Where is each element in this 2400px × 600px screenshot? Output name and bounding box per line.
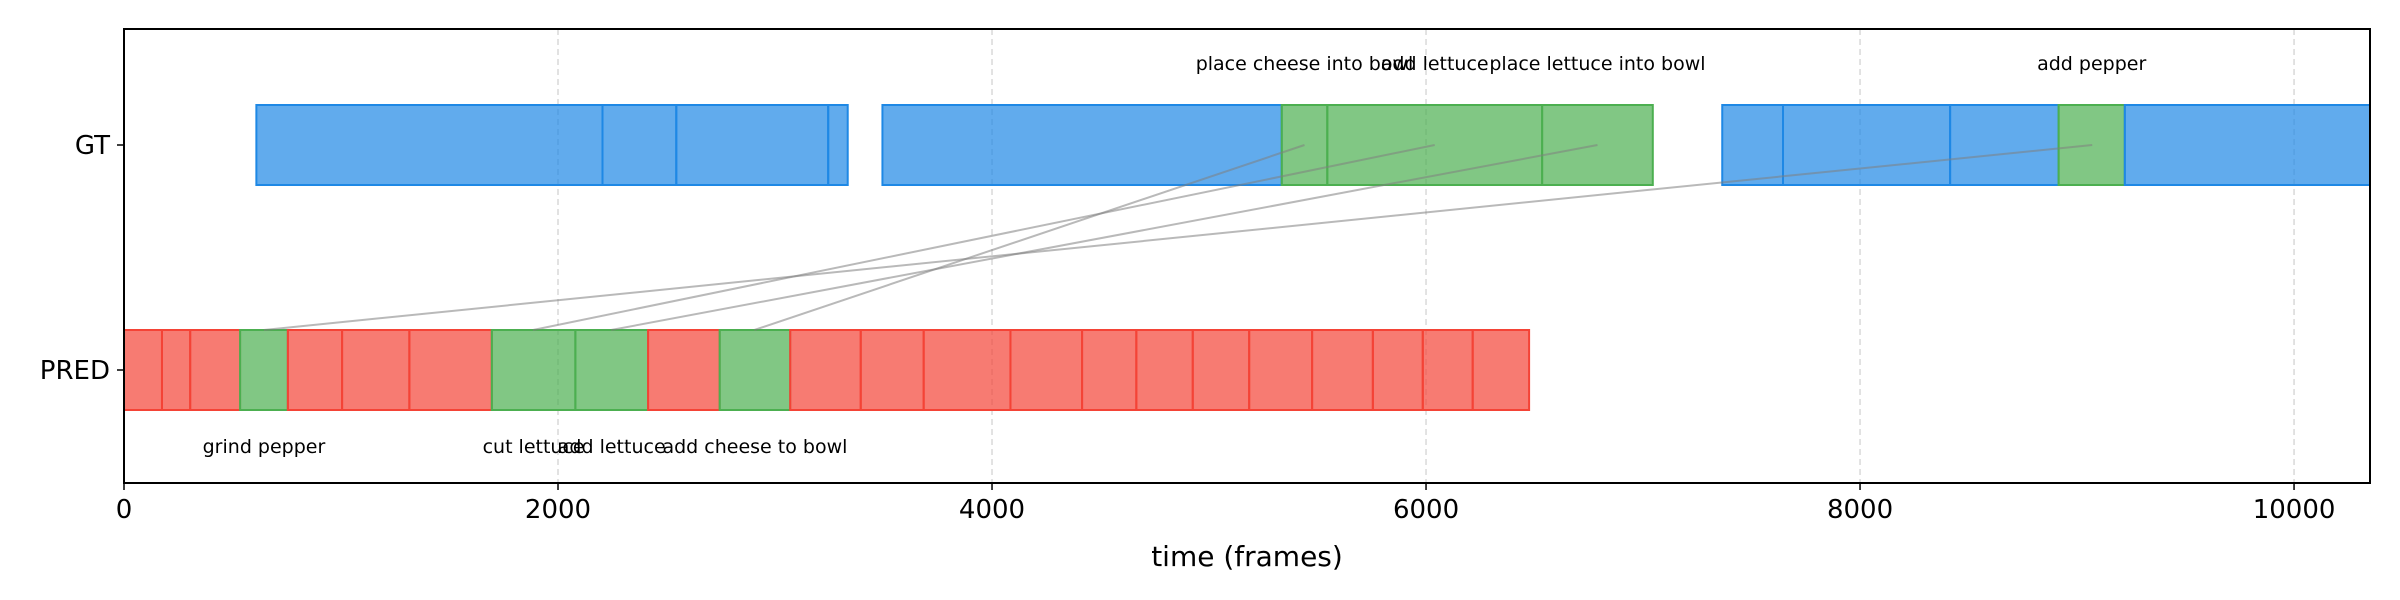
- pred-segment: [1248, 329, 1314, 411]
- pred-segment: [1471, 329, 1531, 411]
- pred-segment: [1135, 329, 1194, 411]
- gt-segment-label: place cheese into bowl: [1196, 53, 1414, 75]
- pred-segment: [160, 329, 192, 411]
- gt-segment: [881, 104, 1283, 186]
- pred-segment: [647, 329, 721, 411]
- match-link: [263, 144, 2093, 331]
- match-link: [532, 144, 1435, 331]
- pred-segment-label: cut lettuce: [483, 436, 585, 458]
- gt-segment-label: add lettuce: [1381, 53, 1489, 75]
- gt-segment: [2123, 104, 2371, 186]
- pred-segment: [1009, 329, 1084, 411]
- pred-matched-segment: [574, 329, 650, 411]
- y-tick-label: GT: [75, 131, 110, 161]
- gt-segment: [255, 104, 604, 186]
- axes: 0 2000 4000 6000 8000 10000 GT PRED: [40, 131, 2336, 525]
- x-tick-label: 0: [116, 495, 133, 525]
- pred-matched-segment: [239, 329, 289, 411]
- pred-matched-segment: [490, 329, 577, 411]
- x-axis-label: time (frames): [1151, 540, 1343, 573]
- pred-segment: [286, 329, 344, 411]
- gt-segment: [827, 104, 849, 186]
- pred-segment: [1311, 329, 1374, 411]
- pred-segment: [1371, 329, 1424, 411]
- x-tick-label: 2000: [525, 495, 591, 525]
- pred-segment: [1421, 329, 1474, 411]
- gt-segment: [1721, 104, 1785, 186]
- match-link: [754, 144, 1305, 331]
- pred-segment: [123, 329, 163, 411]
- pred-matched-segment: [718, 329, 792, 411]
- pred-segment: [789, 329, 862, 411]
- gt-segment: [1782, 104, 1952, 186]
- pred-segment: [1081, 329, 1138, 411]
- gt-matched-segment: [1541, 104, 1654, 186]
- gt-matched-segment: [1280, 104, 1329, 186]
- plot-frame: [123, 28, 2371, 484]
- gt-segment-label: add pepper: [2037, 53, 2146, 75]
- pred-segment-label: add cheese to bowl: [662, 436, 847, 458]
- pred-segment: [189, 329, 242, 411]
- gt-segment: [1949, 104, 2060, 186]
- y-tick-label: PRED: [40, 356, 110, 386]
- x-tick-label: 6000: [1393, 495, 1459, 525]
- pred-segment: [859, 329, 925, 411]
- gt-segment: [601, 104, 678, 186]
- pred-segment: [408, 329, 493, 411]
- gt-segment: [675, 104, 830, 186]
- pred-segment: [1191, 329, 1251, 411]
- pred-segment: [922, 329, 1012, 411]
- x-tick-label: 4000: [959, 495, 1025, 525]
- gt-segment-label: place lettuce into bowl: [1489, 53, 1705, 75]
- pred-segment: [341, 329, 411, 411]
- pred-segment-label: add lettuce: [558, 436, 666, 458]
- x-tick-label: 10000: [2253, 495, 2336, 525]
- match-link: [610, 144, 1598, 331]
- segments: [123, 104, 2371, 411]
- pred-segment-label: grind pepper: [203, 436, 326, 458]
- match-links: [263, 144, 2093, 331]
- x-tick-label: 8000: [1827, 495, 1893, 525]
